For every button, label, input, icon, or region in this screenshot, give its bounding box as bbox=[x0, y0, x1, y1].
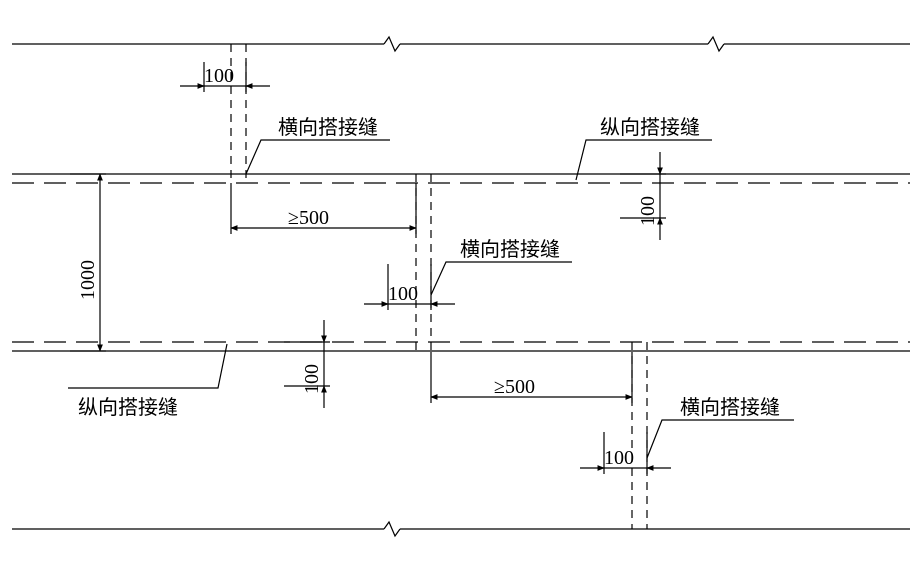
svg-text:100: 100 bbox=[604, 447, 634, 469]
svg-text:100: 100 bbox=[204, 65, 234, 87]
svg-text:横向搭接缝: 横向搭接缝 bbox=[278, 116, 378, 139]
svg-text:≥500: ≥500 bbox=[494, 376, 535, 398]
svg-text:100: 100 bbox=[637, 196, 659, 226]
svg-text:1000: 1000 bbox=[77, 260, 99, 300]
svg-text:≥500: ≥500 bbox=[288, 207, 329, 229]
svg-text:100: 100 bbox=[301, 364, 323, 394]
svg-text:横向搭接缝: 横向搭接缝 bbox=[680, 396, 780, 419]
svg-text:100: 100 bbox=[388, 283, 418, 305]
svg-text:纵向搭接缝: 纵向搭接缝 bbox=[78, 396, 178, 419]
svg-text:纵向搭接缝: 纵向搭接缝 bbox=[600, 116, 700, 139]
svg-text:横向搭接缝: 横向搭接缝 bbox=[460, 238, 560, 261]
